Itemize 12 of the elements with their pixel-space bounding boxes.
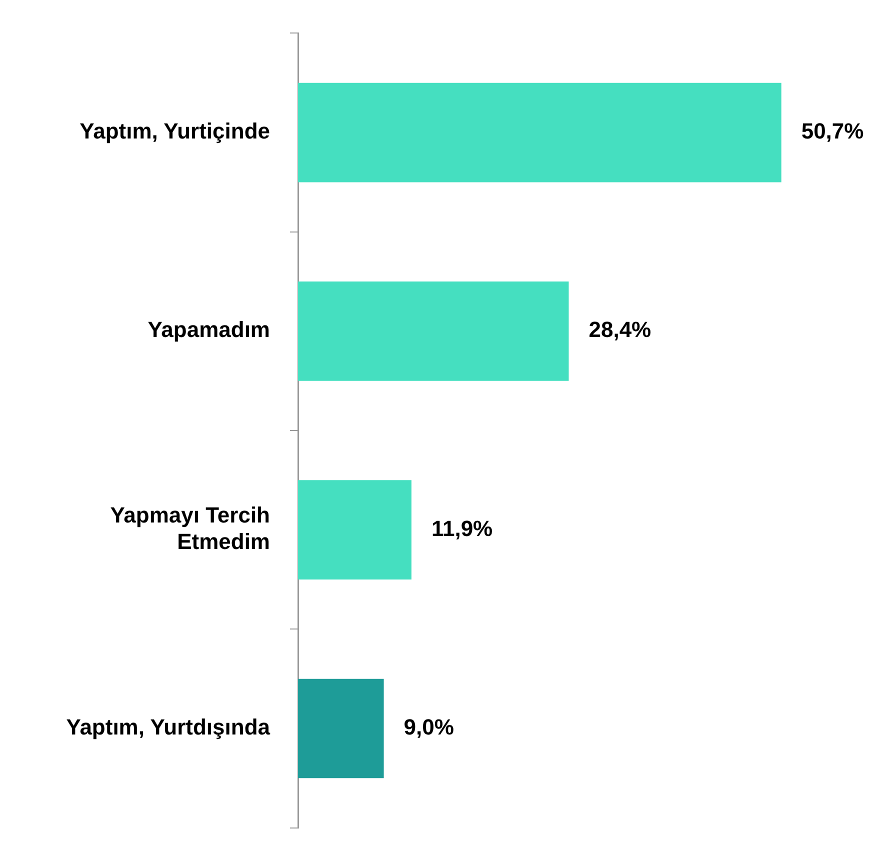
bar bbox=[298, 82, 782, 182]
data-label: 9,0% bbox=[404, 714, 454, 740]
bar bbox=[298, 480, 412, 580]
y-tick-label: Yaptım, Yurtdışında bbox=[66, 714, 271, 740]
data-label: 28,4% bbox=[588, 317, 652, 342]
y-tick-label: Yapamadım bbox=[148, 317, 270, 342]
bar bbox=[298, 282, 569, 381]
data-label: 11,9% bbox=[431, 516, 493, 541]
y-tick-label: Yaptım, Yurtiçinde bbox=[80, 118, 270, 144]
bar bbox=[298, 678, 384, 778]
y-tick-label: Yapmayı Tercih Etmedim bbox=[110, 502, 270, 554]
data-label: 50,7% bbox=[801, 118, 864, 144]
